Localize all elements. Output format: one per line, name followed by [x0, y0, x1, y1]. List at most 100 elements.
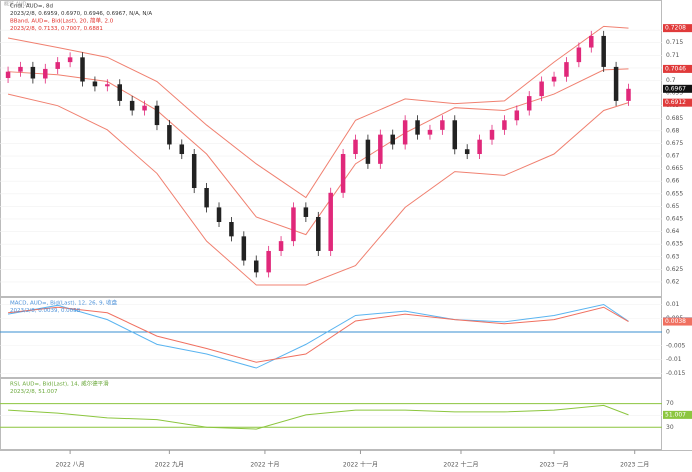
band-line: [7, 93, 629, 286]
candle-body: [316, 216, 321, 251]
candle-body: [514, 110, 520, 121]
legend-text: 2023/2/8, 0.7133, 0.7007, 0.6881: [10, 26, 103, 32]
candle-body: [340, 154, 346, 193]
candle-body: [105, 84, 110, 87]
y-tick-label: 0.715: [666, 39, 683, 46]
value-tag-bg: [663, 317, 692, 326]
candle-body: [464, 149, 470, 155]
candle-body: [55, 62, 60, 69]
legend-text: 2023/2/8, 0.0039, 0.0038: [10, 308, 81, 314]
y-tick-label: 0.625: [666, 266, 683, 273]
candle-body: [154, 105, 160, 126]
candle-body: [526, 96, 532, 111]
y-tick-label: 0.62: [666, 278, 680, 285]
value-tag: 0.7208: [665, 25, 686, 32]
value-tag: 0.6967: [665, 85, 686, 92]
value-tag-bg: [663, 64, 692, 73]
y-tick-label: 0.685: [666, 115, 683, 122]
value-tag: 0.6912: [665, 99, 686, 106]
candle-body: [626, 88, 631, 101]
value-tag-bg: [663, 84, 692, 93]
y-tick-label: -0.005: [666, 342, 686, 349]
candle-body: [427, 129, 433, 135]
y-tick-label: 0.63: [666, 253, 680, 260]
legend-text: 2023/2/8, 51.007: [10, 389, 58, 395]
series-line: [8, 404, 629, 430]
value-tag-bg: [663, 410, 692, 419]
legend-text: 2023/2/8, 0.6959, 0.6970, 0.6946, 0.6967…: [10, 11, 152, 17]
candle-body: [489, 129, 495, 140]
candle-body: [67, 57, 73, 63]
y-tick-label: 0.665: [666, 165, 683, 172]
candle-body: [440, 120, 445, 130]
rsi-panel: [0, 378, 662, 450]
candle-body: [452, 120, 458, 150]
value-tag-bg: [663, 24, 692, 33]
candle-body: [353, 139, 358, 155]
candle-body: [179, 144, 185, 155]
candle-body: [43, 68, 48, 79]
y-tick-label: -0.01: [666, 356, 682, 363]
y-tick-label: -0.015: [666, 370, 686, 377]
candle-body: [390, 134, 395, 145]
legend-text: MACD, AUD=, Bid(Last), 12, 26, 9, 收盘: [10, 299, 118, 307]
candle-body: [18, 66, 23, 72]
candle-body: [129, 100, 135, 111]
candle-body: [278, 241, 284, 251]
legend-text: RSI, AUD=, Bid(Last), 14, 威尔德平滑: [10, 380, 109, 388]
legend-text: Cndl, AUD=, 8d: [10, 4, 53, 10]
candle-body: [576, 47, 582, 63]
value-tag: 51.007: [665, 411, 686, 418]
candle-body: [241, 236, 247, 261]
x-tick-label: 2022 十月: [250, 461, 279, 469]
y-tick-label: 0.64: [666, 228, 680, 235]
candle-body: [204, 188, 209, 208]
candle-body: [216, 207, 222, 223]
candle-body: [613, 66, 619, 101]
candle-body: [539, 81, 544, 97]
value-tag-bg: [663, 98, 692, 107]
x-tick-label: 2023 二月: [620, 462, 649, 469]
candle-body: [328, 192, 333, 251]
macd-panel: [0, 297, 662, 378]
candle-body: [502, 120, 507, 130]
y-tick-label: 0.67: [666, 153, 680, 160]
x-tick-label: 2022 十二月: [443, 461, 478, 469]
candle-body: [477, 139, 482, 155]
series-line: [7, 303, 629, 369]
y-tick-label: 70: [666, 400, 674, 407]
candle-body: [303, 207, 309, 217]
candle-body: [92, 81, 98, 87]
y-tick-label: 0.65: [666, 203, 680, 210]
candle-body: [229, 222, 234, 237]
candle-body: [365, 139, 371, 164]
value-tag: 0.7046: [665, 65, 686, 72]
y-tick-label: 0.645: [666, 215, 683, 222]
candle-body: [142, 105, 147, 111]
y-tick-label: 0.01: [666, 301, 680, 308]
x-tick-label: 2022 十一月: [343, 461, 378, 469]
y-tick-label: 0.68: [666, 127, 680, 134]
y-tick-label: 0: [666, 329, 670, 336]
y-tick-label: 0.71: [666, 52, 680, 59]
y-tick-label: 30: [666, 424, 674, 431]
series-line: [8, 306, 629, 363]
y-tick-label: 0.695: [666, 90, 683, 97]
candle-body: [191, 154, 197, 189]
candle-body: [253, 260, 259, 273]
x-tick-label: 2022 九月: [155, 461, 184, 469]
y-tick-label: 0.655: [666, 190, 683, 197]
candle-body: [5, 71, 11, 78]
candle-body: [601, 35, 606, 67]
candle-body: [291, 207, 296, 242]
candle-body: [266, 250, 271, 273]
page-title: 概览 AUD=: [4, 1, 31, 8]
y-tick-label: 0.675: [666, 140, 683, 147]
candle-body: [402, 120, 408, 145]
candle-body: [415, 120, 420, 135]
y-tick-label: 0.7: [666, 77, 676, 84]
candle-body: [167, 125, 172, 145]
candle-body: [378, 134, 383, 164]
